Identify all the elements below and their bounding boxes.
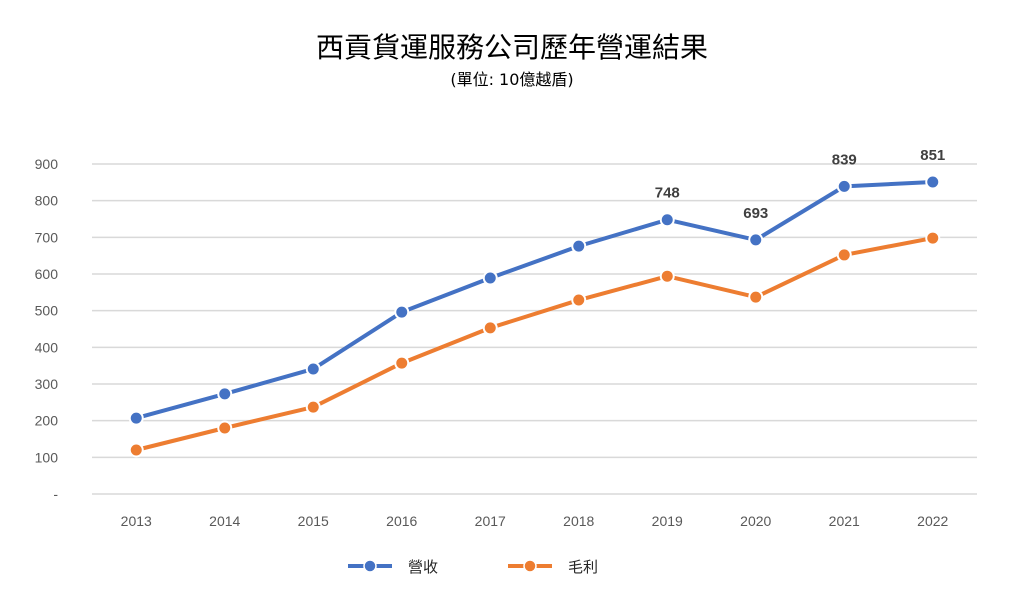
data-point: [571, 238, 587, 254]
data-label: 839: [832, 151, 857, 168]
data-point: [482, 270, 498, 286]
y-tick-label: 300: [35, 376, 59, 392]
data-label: 748: [655, 185, 680, 202]
chart-title: 西貢貨運服務公司歷年營運結果: [315, 31, 708, 64]
data-point: [305, 361, 321, 377]
y-tick-label: 800: [35, 193, 59, 209]
data-point: [659, 268, 675, 284]
y-tick-label: 400: [35, 339, 59, 355]
y-tick-label: 900: [35, 156, 59, 172]
data-point: [925, 230, 941, 246]
x-tick-label: 2015: [298, 513, 329, 529]
data-point: [217, 420, 233, 436]
data-point: [659, 212, 675, 228]
y-tick-label: 200: [35, 413, 59, 429]
y-tick-label: 100: [35, 449, 59, 465]
y-tick-label: 500: [35, 303, 59, 319]
data-point: [748, 289, 764, 305]
x-tick-label: 2020: [740, 513, 771, 529]
x-tick-label: 2018: [563, 513, 594, 529]
x-tick-label: 2013: [121, 513, 152, 529]
data-label: 693: [743, 205, 768, 222]
y-tick-label: -: [53, 486, 58, 502]
data-point: [925, 174, 941, 190]
x-tick-label: 2019: [652, 513, 683, 529]
data-label: 851: [920, 147, 945, 164]
legend-marker: [523, 559, 537, 573]
data-point: [836, 247, 852, 263]
x-tick-label: 2022: [917, 513, 948, 529]
y-tick-label: 600: [35, 266, 59, 282]
y-tick-label: 700: [35, 229, 59, 245]
data-point: [128, 442, 144, 458]
legend-label: 營收: [408, 558, 438, 576]
legend-label: 毛利: [568, 558, 598, 576]
data-point: [836, 178, 852, 194]
chart-subtitle: (單位: 10億越盾): [450, 70, 574, 89]
x-tick-label: 2014: [209, 513, 240, 529]
x-tick-label: 2021: [829, 513, 860, 529]
data-point: [482, 320, 498, 336]
series-line-0: [135, 179, 933, 421]
series-line-1: [135, 236, 934, 452]
data-point: [305, 399, 321, 415]
legend-marker: [363, 559, 377, 573]
data-point: [571, 292, 587, 308]
x-tick-label: 2017: [475, 513, 506, 529]
data-point: [128, 410, 144, 426]
data-point: [394, 355, 410, 371]
data-point: [394, 304, 410, 320]
data-point: [217, 386, 233, 402]
data-point: [748, 232, 764, 248]
x-tick-label: 2016: [386, 513, 417, 529]
